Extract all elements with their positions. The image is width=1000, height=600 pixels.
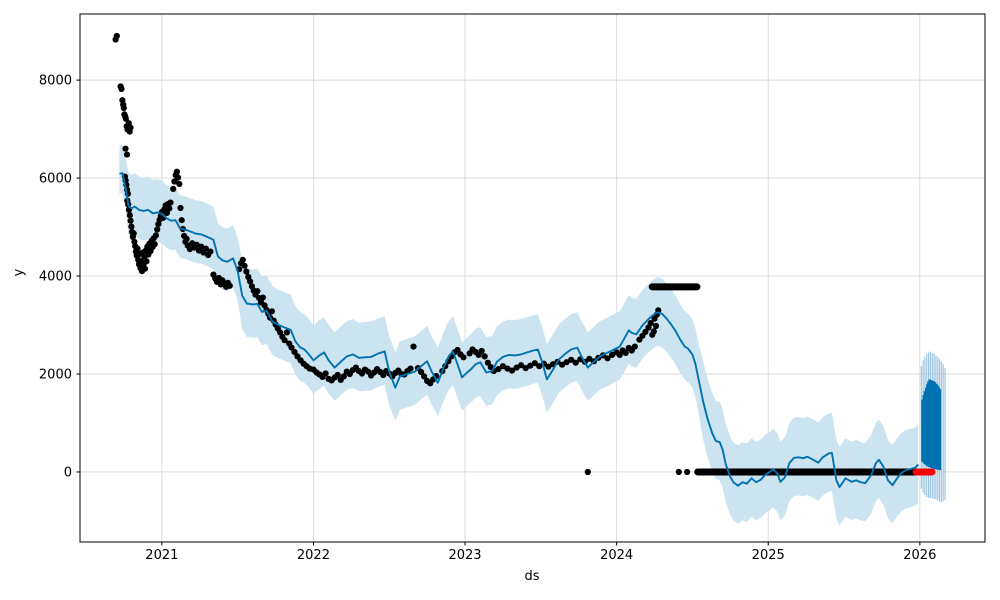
y-axis: 0 2000 4000 6000 8000 [39,74,80,480]
uncertainty-band [119,144,919,526]
future-forecast-spikes [921,379,942,470]
x-tick-label: 2021 [145,548,178,563]
x-axis: 2021 2022 2023 2024 2025 2026 [145,542,936,563]
y-tick-label: 0 [64,465,72,480]
y-tick-label: 8000 [39,74,72,89]
y-tick-label: 2000 [39,368,72,383]
y-tick-label: 4000 [39,270,72,285]
x-axis-label: ds [524,569,540,584]
plot-border [79,13,986,543]
x-tick-label: 2025 [752,548,785,563]
actual-dense-runs [648,283,920,476]
x-tick-label: 2022 [297,548,330,563]
x-tick-label: 2023 [448,548,481,563]
y-axis-label: y [11,268,27,277]
y-tick-label: 6000 [39,172,72,187]
grid-lines [80,14,985,542]
x-tick-label: 2024 [600,548,633,563]
actual-points [112,32,691,476]
x-tick-label: 2026 [903,548,936,563]
forecast-line [119,172,919,489]
